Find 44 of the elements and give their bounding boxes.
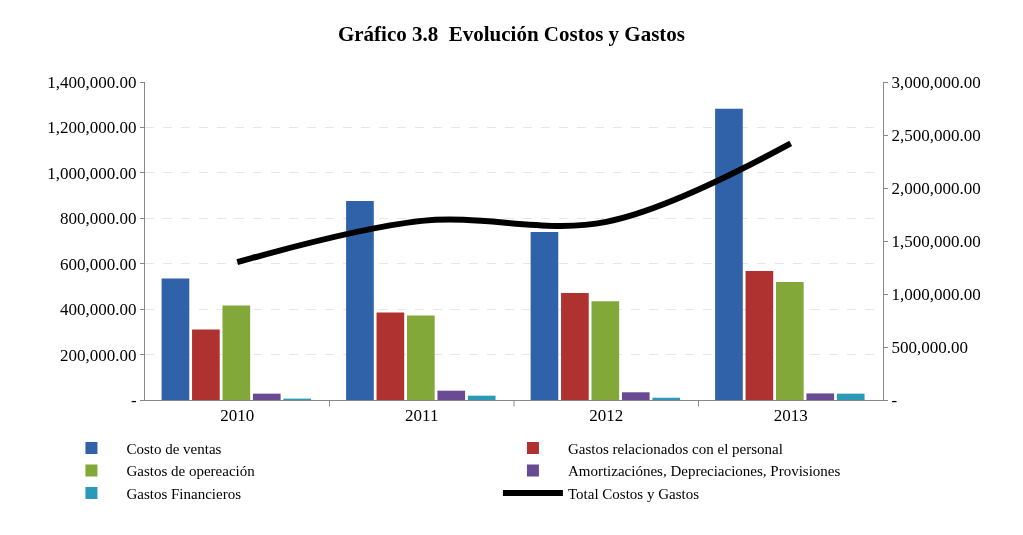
bar [161,278,190,400]
bar [775,282,804,400]
y2-tick-label: 3,000,000.00 [891,72,981,92]
x-tick-label: 2011 [405,406,439,426]
legend-label: Gastos de opereación [126,463,256,480]
bar [467,395,496,400]
y-tick-label: 1,000,000.00 [47,163,137,183]
legend-label: Gastos Financieros [126,485,242,502]
legend-label: Gastos relacionados con el personal [567,440,783,457]
bar [530,231,559,400]
y2-tick-label: 2,000,000.00 [891,178,981,198]
y-tick-label: - [130,390,137,410]
y-tick-label: 800,000.00 [60,209,137,229]
bar [591,301,620,400]
bar [406,315,435,400]
legend-label: Costo de ventas [126,440,222,457]
y-tick-label: 1,400,000.00 [47,72,137,92]
bar [222,305,251,400]
y2-tick-label: 500,000.00 [891,337,968,357]
bar [437,390,466,400]
y2-tick-label: 2,500,000.00 [891,125,981,145]
legend-label: Amortizaciónes, Depreciaciones, Provisiones [567,463,841,480]
bar [621,392,650,400]
bar [192,329,220,400]
x-tick-label: 2010 [220,406,255,426]
chart-title: Gráfico 3.8 Evolución Costos y Gastos [337,22,686,47]
bar [745,270,774,400]
bar [561,293,589,400]
legend-label: Total Costos y Gastos [567,485,700,502]
bar [376,312,405,400]
y-tick-label: 200,000.00 [60,345,137,365]
x-tick-label: 2012 [589,406,624,426]
bar [252,393,281,400]
bar [715,108,743,400]
y-tick-label: 400,000.00 [60,300,137,320]
y-tick-label: 1,200,000.00 [47,118,137,138]
bar [806,393,835,400]
x-tick-label: 2013 [773,406,808,426]
y2-tick-label: 1,500,000.00 [891,231,981,251]
bar [836,393,865,400]
y-tick-label: 600,000.00 [60,254,137,274]
bar [346,201,374,400]
y2-tick-label: - [891,390,898,410]
y2-tick-label: 1,000,000.00 [891,284,981,304]
